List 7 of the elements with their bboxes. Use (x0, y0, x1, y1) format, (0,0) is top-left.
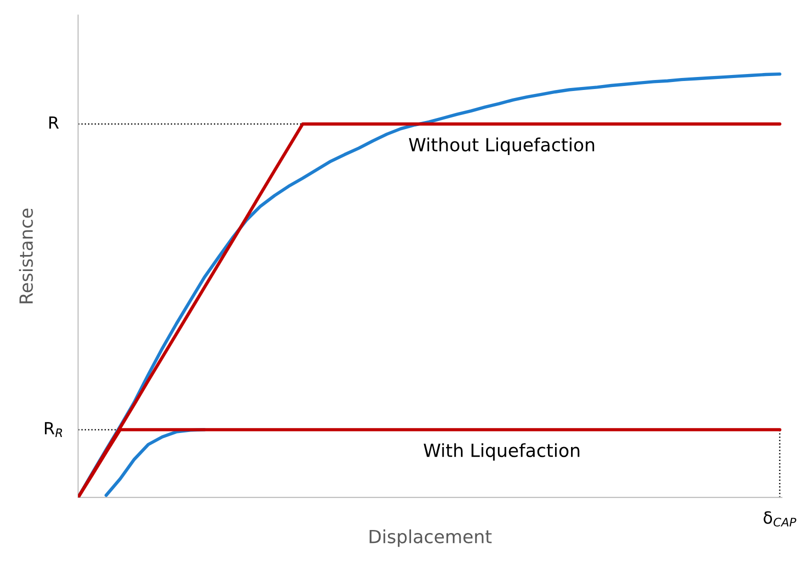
series-label: With Liquefaction (424, 443, 580, 461)
ref-line-label: R (49, 116, 59, 129)
ref-line-label: R$_{R}$ (44, 422, 62, 438)
x-axis-title: Displacement (370, 529, 492, 547)
y-axis-title: Resistance (18, 208, 33, 304)
series-label: Without Liquefaction (408, 138, 594, 155)
text: δ$_{CAP}$ (764, 511, 796, 527)
